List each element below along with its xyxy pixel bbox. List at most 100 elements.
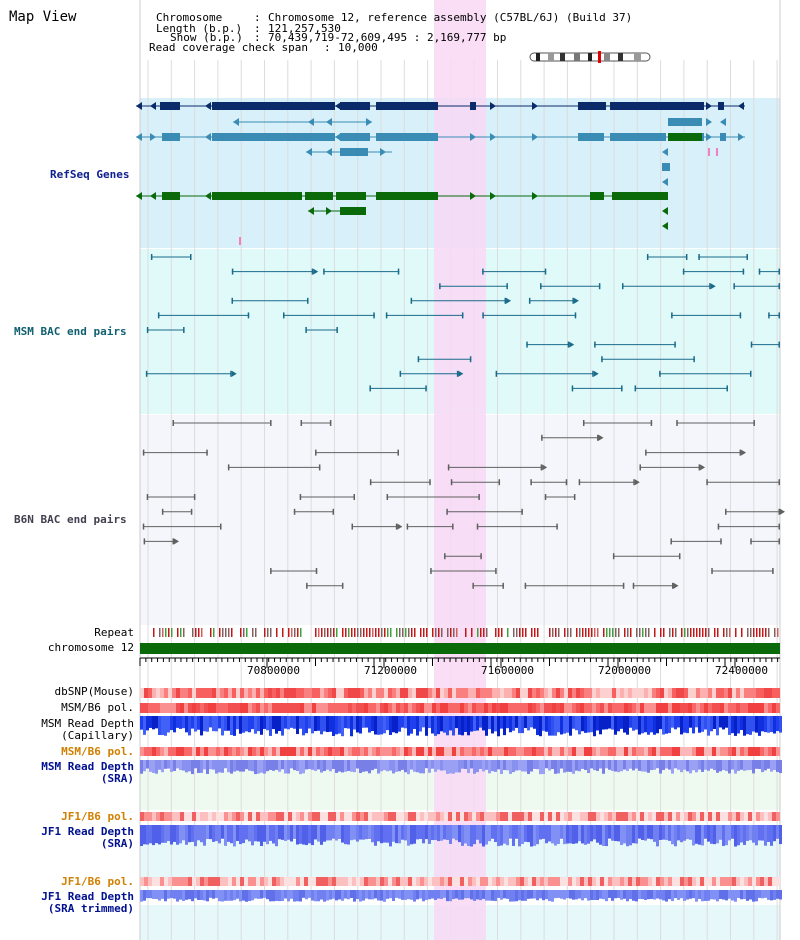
- bac-end: [311, 268, 314, 275]
- repeat-mark: [549, 628, 551, 637]
- bac-end-arrow: [710, 283, 716, 290]
- repeat-mark: [378, 628, 380, 637]
- repeat-mark: [696, 628, 698, 637]
- heat-cell: [376, 688, 380, 698]
- depth-bar: [566, 760, 569, 772]
- heat-cell: [624, 747, 628, 756]
- bac-end-arrow: [397, 523, 403, 530]
- depth-bar: [248, 825, 251, 842]
- heat-cell: [360, 877, 364, 886]
- depth-bar: [653, 716, 656, 735]
- depth-bar: [341, 890, 344, 901]
- heat-cell: [224, 877, 228, 886]
- depth-bar: [260, 716, 263, 735]
- depth-bar: [500, 760, 503, 775]
- depth-bar: [356, 825, 359, 842]
- depth-bar: [455, 716, 458, 729]
- repeat-mark: [282, 628, 284, 637]
- repeat-mark: [726, 628, 728, 637]
- depth-bar: [560, 716, 563, 735]
- heat-cell: [676, 812, 680, 821]
- heat-cell: [768, 747, 772, 756]
- heat-cell: [668, 703, 672, 713]
- depth-bar: [698, 825, 701, 845]
- bac-end-arrow: [673, 582, 679, 589]
- track-label-dbsnp: dbSNP(Mouse): [54, 685, 134, 698]
- bac-end: [439, 283, 441, 290]
- depth-bar: [602, 760, 605, 774]
- bac-end: [544, 494, 547, 500]
- depth-bar: [299, 890, 302, 902]
- depth-bar: [656, 760, 659, 769]
- depth-bar: [680, 890, 683, 899]
- gene-arrow: [470, 192, 476, 200]
- heat-cell: [384, 877, 388, 886]
- bac-end: [270, 420, 272, 426]
- heat-cell: [284, 877, 288, 886]
- depth-bar: [392, 716, 395, 733]
- depth-bar: [386, 716, 389, 731]
- depth-bar: [386, 890, 389, 899]
- heat-cell: [260, 688, 264, 698]
- depth-bar: [770, 825, 773, 846]
- depth-bar: [626, 760, 629, 771]
- depth-bar: [170, 825, 173, 845]
- repeat-mark: [450, 628, 452, 637]
- depth-bar: [473, 890, 476, 901]
- heat-cell: [212, 703, 216, 713]
- repeat-mark: [552, 628, 554, 637]
- heat-cell: [156, 812, 160, 821]
- heat-cell: [608, 688, 612, 698]
- heat-cell: [580, 747, 584, 756]
- heat-cell: [524, 688, 528, 698]
- repeat-mark: [396, 628, 398, 637]
- track-label-refseq[interactable]: RefSeq Genes: [50, 168, 130, 181]
- repeat-mark: [759, 628, 761, 637]
- heat-cell: [320, 877, 324, 886]
- depth-bar: [254, 825, 257, 842]
- depth-bar: [761, 760, 764, 773]
- heat-cell: [708, 812, 712, 821]
- heat-cell: [176, 877, 180, 886]
- heat-cell: [412, 688, 416, 698]
- heat-cell: [552, 703, 556, 713]
- heat-cell: [456, 747, 460, 756]
- depth-bar: [188, 825, 191, 843]
- heat-cell: [392, 812, 396, 821]
- track-label-b6n-bac[interactable]: B6N BAC end pairs: [14, 513, 127, 526]
- heat-cell: [776, 877, 780, 886]
- depth-bar: [305, 825, 308, 846]
- depth-bar: [677, 825, 680, 841]
- depth-bar: [143, 825, 146, 845]
- depth-bar: [554, 716, 557, 736]
- depth-bar: [521, 825, 524, 844]
- depth-bar: [764, 716, 767, 733]
- depth-bar: [206, 760, 209, 774]
- depth-bar: [593, 825, 596, 840]
- heat-cell: [264, 747, 268, 756]
- heat-cell: [488, 877, 492, 886]
- heat-cell: [380, 747, 384, 756]
- depth-bar: [161, 825, 164, 843]
- repeat-mark: [294, 628, 296, 637]
- heat-cell: [360, 688, 364, 698]
- depth-bar: [722, 760, 725, 770]
- depth-bar: [227, 760, 230, 773]
- depth-bar: [245, 825, 248, 840]
- depth-bar: [158, 760, 161, 770]
- bac-end-arrow: [573, 297, 579, 304]
- heat-cell: [548, 812, 552, 821]
- depth-bar: [725, 760, 728, 772]
- depth-bar: [476, 890, 479, 900]
- track-label-msm-bac[interactable]: MSM BAC end pairs: [14, 325, 127, 338]
- repeat-mark: [714, 628, 716, 637]
- depth-bar: [437, 825, 440, 842]
- depth-bar: [752, 825, 755, 843]
- heat-cell: [368, 688, 372, 698]
- heat-cell: [520, 877, 524, 886]
- depth-bar: [500, 825, 503, 846]
- depth-bar: [380, 825, 383, 844]
- gene-small: [662, 163, 670, 171]
- depth-bar: [557, 716, 560, 733]
